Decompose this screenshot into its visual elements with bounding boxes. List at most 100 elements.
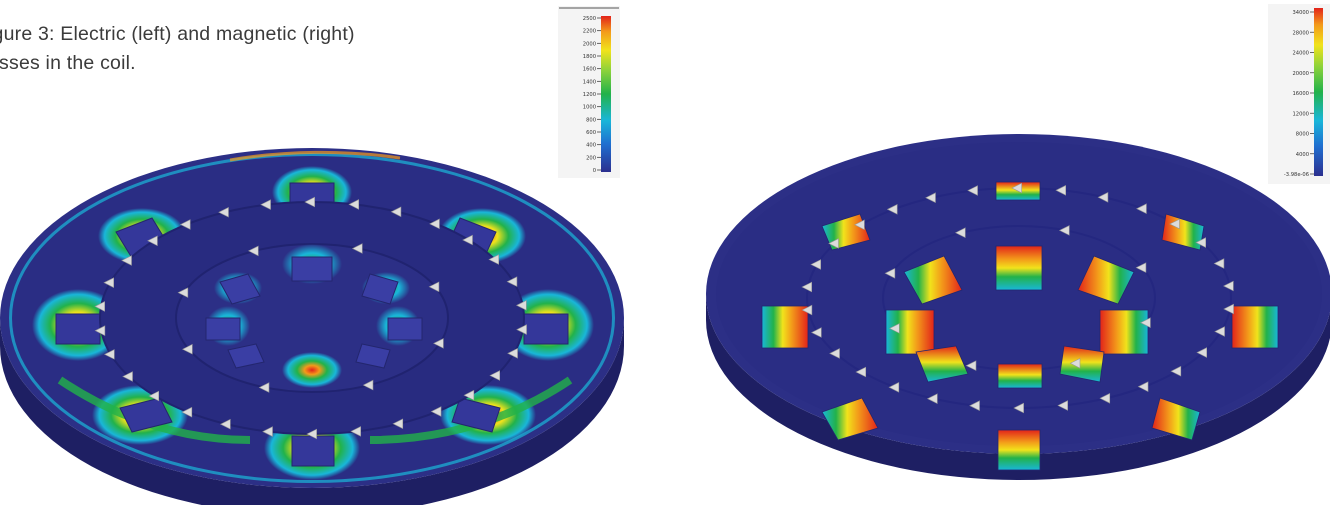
magnet-cone <box>810 259 821 270</box>
magnet-cone <box>428 281 440 293</box>
magnet-cone <box>1140 317 1151 328</box>
colorbar-tick-label: 8000 <box>1296 132 1309 138</box>
magnet-cone <box>1057 400 1068 411</box>
colorbar-tick-label: 2000 <box>583 41 596 47</box>
colorbar-tick-label: 1600 <box>583 67 596 73</box>
electric-disk-base <box>0 148 624 505</box>
magnet-cone <box>304 196 315 208</box>
magnet-cone <box>179 219 191 230</box>
electric-gradient-bar <box>601 16 611 172</box>
magnet-cone <box>967 185 978 196</box>
magnet-cone <box>429 218 440 230</box>
electric-magnet-cones <box>94 196 527 440</box>
magnet-cone <box>801 281 812 293</box>
magnet-cone <box>247 245 259 257</box>
electric-inner-poles <box>205 256 423 369</box>
colorbar-tick-label: 16000 <box>1292 91 1309 97</box>
magnet-cone <box>181 406 193 418</box>
magnet-cone <box>1097 192 1109 203</box>
magnet-cone <box>362 379 374 391</box>
colorbar-tick-label: 2200 <box>583 29 596 35</box>
magnet-cone <box>260 199 271 210</box>
colorbar-tick-label: -3.98e-06 <box>1284 172 1309 178</box>
magnet-cone <box>1055 185 1066 196</box>
magnet-cone <box>888 382 900 393</box>
magnet-cone <box>829 348 840 359</box>
colorbar-tick-label: 4000 <box>1296 152 1309 158</box>
magnet-cone <box>1135 262 1147 273</box>
colorbar-tick-label: 400 <box>586 143 596 149</box>
electric-loss-colorbar-graphic: 2500 2200 2000 1800 1600 1400 1200 1000 800 600 40… <box>558 6 620 178</box>
magnet-cone <box>1137 381 1149 392</box>
magnetic-loss-colorbar-graphic: 34000 28000 24000 20000 16000 12000 8000 4000 -3… <box>1268 4 1330 184</box>
magnet-cone <box>430 406 442 417</box>
colorbar-tick-label: 800 <box>586 117 596 123</box>
caption-line-2: osses in the coil. <box>0 52 136 74</box>
magnet-cone <box>463 389 475 401</box>
magnet-cone <box>103 277 114 288</box>
magnet-cone <box>488 254 499 265</box>
magnet-cone <box>348 199 359 210</box>
colorbar-tick-label: 2500 <box>583 16 596 22</box>
magnet-cone <box>1069 357 1081 369</box>
colorbar-tick-label: 34000 <box>1292 10 1309 16</box>
magnet-cone <box>1169 218 1180 230</box>
magnet-cone <box>811 327 822 338</box>
magnet-cone <box>1214 326 1225 337</box>
colorbar-tick-label: 1200 <box>583 92 596 98</box>
magnet-cone <box>218 206 229 218</box>
colorbar-tick-label: 12000 <box>1292 111 1309 117</box>
magnet-cone <box>262 426 273 437</box>
magnet-cone <box>1196 347 1207 358</box>
magnet-cone <box>854 219 865 231</box>
electric-inner-hotspots <box>206 244 420 388</box>
magnet-cone <box>884 268 896 279</box>
magnet-cone <box>148 390 160 402</box>
magnet-cone <box>927 393 938 404</box>
magnetic-disk-base <box>706 134 1330 480</box>
magnet-cone <box>462 234 473 246</box>
magnetic-gradient-bar <box>1314 8 1323 176</box>
magnet-cone <box>258 382 270 393</box>
magnet-cone <box>801 304 813 316</box>
magnet-cone <box>516 300 527 311</box>
colorbar-tick-label: 1400 <box>583 79 596 85</box>
magnet-cone <box>121 255 132 266</box>
magnet-cone <box>489 370 500 381</box>
magnet-cone <box>220 418 231 430</box>
magnetic-rotor-ring <box>806 187 1232 409</box>
electric-loss-colorbar: 2500 2200 2000 1800 1600 1400 1200 1000 800 600 40… <box>558 6 620 182</box>
magnet-cone <box>507 348 518 359</box>
figure-caption: igure 3: Electric (left) and magnetic (r… <box>0 20 355 78</box>
magnet-cone <box>1099 392 1111 404</box>
magnet-cone <box>1223 303 1234 315</box>
colorbar-tick-label: 28000 <box>1292 30 1309 36</box>
magnet-cone <box>94 301 105 312</box>
magnet-cone <box>1223 280 1234 292</box>
magnet-cone <box>1013 402 1024 414</box>
magnet-cone <box>1195 237 1206 248</box>
colorbar-tick-label: 600 <box>586 130 596 136</box>
magnet-cone <box>433 338 444 349</box>
magnet-cone <box>182 343 193 355</box>
magnet-cone <box>1136 203 1147 214</box>
magnet-cone <box>889 323 900 334</box>
magnet-cone <box>1058 225 1070 236</box>
magnet-cone <box>1011 182 1022 194</box>
caption-line-1: igure 3: Electric (left) and magnetic (r… <box>0 23 355 45</box>
magnetic-inner-coils <box>885 245 1149 389</box>
magnetic-magnet-cones <box>801 182 1234 414</box>
electric-rotor-ring <box>99 201 525 435</box>
colorbar-tick-label: 1000 <box>583 105 596 111</box>
magnet-cone <box>390 206 402 218</box>
electric-outer-hotspots <box>32 166 594 480</box>
electric-outer-poles <box>55 182 569 467</box>
colorbar-tick-label: 20000 <box>1292 71 1309 77</box>
colorbar-tick-label: 1800 <box>583 54 596 60</box>
colorbar-tick-label: 24000 <box>1292 51 1309 57</box>
magnet-cone <box>122 371 133 382</box>
colorbar-tick-label: 200 <box>586 155 596 161</box>
magnet-cone <box>94 325 106 336</box>
magnet-cone <box>828 238 839 249</box>
magnet-cone <box>965 360 977 371</box>
